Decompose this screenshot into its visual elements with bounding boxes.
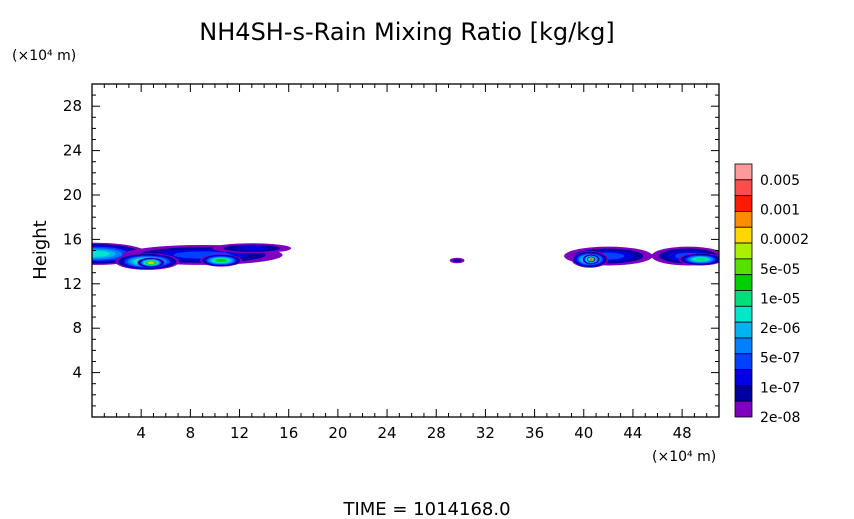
x-tick-label: 12 <box>230 424 249 442</box>
y-tick-label: 8 <box>72 319 82 337</box>
x-tick-label: 48 <box>673 424 692 442</box>
colorbar-label: 0.005 <box>760 173 800 189</box>
y-tick-label: 4 <box>72 364 82 382</box>
y-tick-label: 16 <box>63 230 82 248</box>
colorbar-swatch <box>734 179 753 197</box>
colorbar-swatch <box>734 290 753 307</box>
colorbar-label: 0.0002 <box>760 232 809 248</box>
y-axis-unit: (×10⁴ m) <box>12 48 76 64</box>
colorbar-swatch <box>734 384 753 402</box>
colorbar-label: 2e-06 <box>760 321 800 337</box>
y-tick-label: 20 <box>63 186 82 204</box>
colorbar-label: 2e-08 <box>760 410 800 426</box>
field-blob <box>234 246 269 251</box>
colorbar-swatch <box>734 305 753 323</box>
x-tick-label: 4 <box>136 424 146 442</box>
y-tick-label: 24 <box>63 142 82 160</box>
x-tick-label: 36 <box>525 424 544 442</box>
colorbar-swatch <box>734 274 753 291</box>
x-tick-label: 16 <box>279 424 298 442</box>
colorbar-swatch <box>734 258 753 276</box>
x-tick-label: 24 <box>378 424 397 442</box>
plot-fields <box>92 242 719 270</box>
field-blob <box>92 250 110 257</box>
colorbar-swatch <box>734 226 753 244</box>
y-tick-label: 28 <box>63 97 82 115</box>
colorbar-swatch <box>734 337 753 355</box>
colorbar-swatch <box>734 400 753 418</box>
colorbar-label: 5e-05 <box>760 262 800 278</box>
colorbar-label: 1e-05 <box>760 291 800 307</box>
chart-title: NH4SH-s-Rain Mixing Ratio [kg/kg] <box>199 18 614 46</box>
x-tick-label: 40 <box>574 424 593 442</box>
x-axis-unit: (×10⁴ m) <box>652 449 716 465</box>
x-tick-label: 20 <box>328 424 347 442</box>
x-tick-label: 8 <box>186 424 196 442</box>
field-blob <box>590 258 593 261</box>
colorbar: 0.005 0.001 0.0002 5e-05 1e-05 2e-06 5e-07 1e-0… <box>734 163 809 426</box>
colorbar-swatch <box>734 211 753 228</box>
colorbar-swatch <box>734 321 753 339</box>
x-tick-label: 32 <box>476 424 495 442</box>
x-tick-label: 44 <box>623 424 642 442</box>
field-blob <box>147 261 155 264</box>
y-axis-label: Height <box>30 220 51 280</box>
colorbar-swatch <box>734 353 753 370</box>
x-tick-label: 28 <box>427 424 446 442</box>
y-tick-label: 12 <box>63 275 82 293</box>
colorbar-swatch <box>734 242 753 260</box>
field-blob <box>452 258 462 263</box>
time-label: TIME = 1014168.0 <box>342 499 510 519</box>
colorbar-swatch <box>734 369 753 386</box>
colorbar-label: 1e-07 <box>760 380 800 396</box>
field-blob <box>694 257 707 261</box>
field-blob <box>215 258 227 262</box>
colorbar-label: 0.001 <box>760 202 800 218</box>
colorbar-swatch <box>734 195 753 212</box>
colorbar-label: 5e-07 <box>760 351 800 367</box>
colorbar-swatch <box>734 163 753 181</box>
